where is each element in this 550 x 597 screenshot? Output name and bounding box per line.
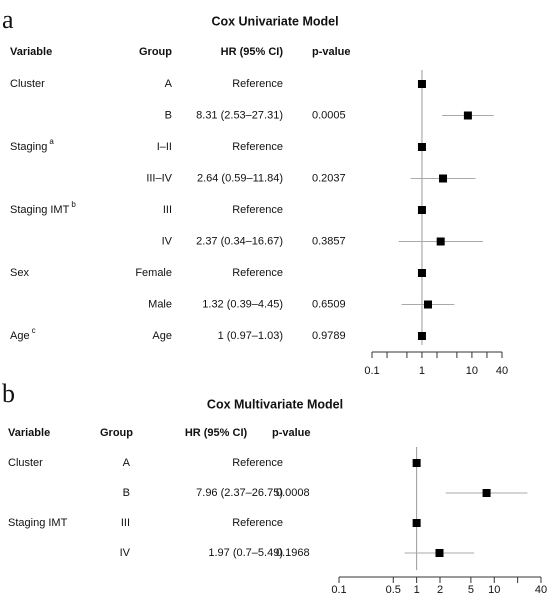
hr-label: Reference: [232, 78, 283, 90]
hr-label: 1 (0.97–1.03): [218, 330, 283, 342]
column-header: HR (95% CI): [185, 427, 248, 439]
group-label: III: [121, 517, 130, 529]
p-value: 0.2037: [312, 172, 346, 184]
group-label: IV: [120, 547, 131, 559]
hr-marker: [417, 80, 426, 88]
panel-label: b: [2, 379, 15, 408]
hr-marker: [412, 459, 421, 467]
group-label: I–II: [157, 141, 172, 153]
variable-label: Staging IMT: [8, 517, 68, 529]
variable-label: Staging IMT b: [10, 200, 76, 216]
x-tick-label: 0.1: [364, 365, 379, 377]
group-label: B: [123, 487, 130, 499]
x-tick-label: 10: [488, 584, 500, 596]
column-header: Group: [139, 46, 172, 58]
chart-title: Cox Univariate Model: [211, 14, 338, 28]
group-label: IV: [162, 235, 173, 247]
variable-name: Age: [10, 330, 30, 342]
x-tick-label: 10: [466, 365, 478, 377]
hr-label: 1.97 (0.7–5.49): [208, 547, 283, 559]
group-label: III–IV: [146, 172, 172, 184]
variable-name: Cluster: [8, 457, 43, 469]
x-tick-label: 40: [496, 365, 508, 377]
p-value: 0.9789: [312, 330, 346, 342]
column-header: Variable: [10, 46, 52, 58]
hr-marker: [436, 237, 445, 246]
hr-marker: [412, 519, 421, 527]
column-header: Group: [100, 427, 133, 439]
chart-title: Cox Multivariate Model: [207, 397, 343, 411]
hr-marker: [439, 174, 448, 183]
hr-marker: [423, 300, 432, 309]
variable-name: Cluster: [10, 78, 45, 90]
x-tick-label: 0.1: [331, 584, 346, 596]
x-tick-label: 0.5: [386, 584, 401, 596]
group-label: Age: [152, 330, 172, 342]
hr-label: Reference: [232, 517, 283, 529]
column-header: Variable: [8, 427, 50, 439]
hr-label: Reference: [232, 141, 283, 153]
column-header: HR (95% CI): [221, 46, 284, 58]
variable-name: Staging: [10, 141, 47, 153]
footnote-mark: b: [71, 200, 76, 209]
variable-label: Staging a: [10, 137, 54, 153]
hr-marker: [435, 549, 444, 557]
variable-label: Sex: [10, 267, 29, 279]
p-value: 0.1968: [276, 547, 310, 559]
group-label: A: [165, 78, 173, 90]
hr-marker: [417, 269, 426, 277]
hr-label: Reference: [232, 267, 283, 279]
group-label: III: [163, 204, 172, 216]
x-tick-label: 1: [414, 584, 420, 596]
footnote-mark: a: [49, 137, 54, 146]
variable-label: Age c: [10, 326, 36, 342]
hr-label: Reference: [232, 457, 283, 469]
p-value: 0.0005: [312, 109, 346, 121]
p-value: 0.3857: [312, 235, 346, 247]
hr-marker: [417, 206, 426, 214]
hr-marker: [482, 489, 491, 497]
variable-label: Cluster: [10, 78, 45, 90]
variable-name: Sex: [10, 267, 29, 279]
group-label: Male: [148, 298, 172, 310]
x-tick-label: 40: [535, 584, 547, 596]
p-value: 0.0008: [276, 487, 310, 499]
hr-label: Reference: [232, 204, 283, 216]
variable-name: Staging IMT: [8, 517, 68, 529]
p-value: 0.6509: [312, 298, 346, 310]
x-tick-label: 2: [437, 584, 443, 596]
x-tick-label: 1: [419, 365, 425, 377]
variable-name: Staging IMT: [10, 204, 70, 216]
column-header: p-value: [312, 46, 351, 58]
x-tick-label: 5: [468, 584, 474, 596]
footnote-mark: c: [32, 326, 36, 335]
hr-label: 7.96 (2.37–26.75): [196, 487, 283, 499]
hr-label: 2.37 (0.34–16.67): [196, 235, 283, 247]
hr-marker: [417, 143, 426, 151]
group-label: Female: [135, 267, 172, 279]
hr-marker: [417, 332, 426, 340]
group-label: B: [165, 109, 172, 121]
variable-label: Cluster: [8, 457, 43, 469]
panel-label: a: [2, 5, 14, 34]
column-header: p-value: [272, 427, 311, 439]
hr-label: 2.64 (0.59–11.84): [197, 172, 283, 184]
hr-label: 1.32 (0.39–4.45): [202, 298, 283, 310]
hr-marker: [463, 111, 472, 120]
hr-label: 8.31 (2.53–27.31): [196, 109, 283, 121]
group-label: A: [123, 457, 131, 469]
